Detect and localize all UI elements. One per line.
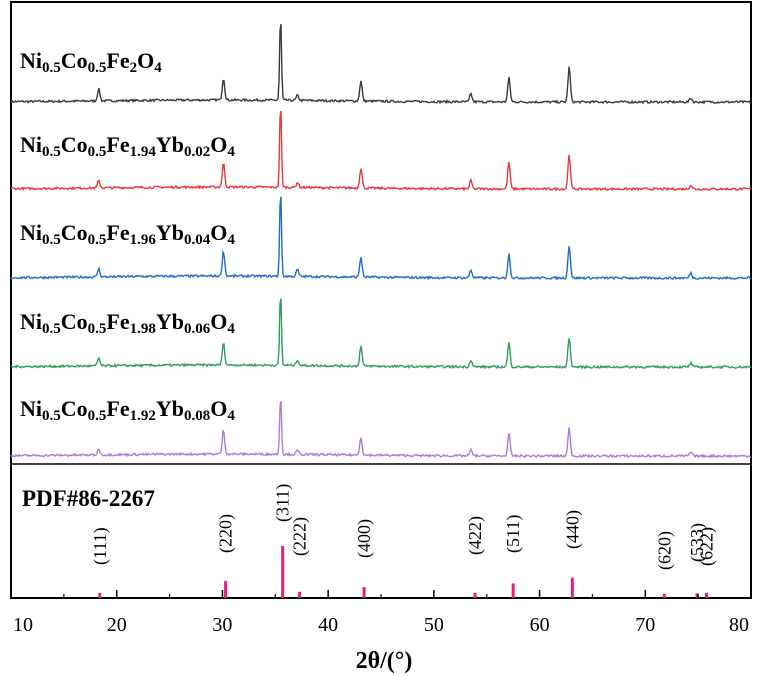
x-tick-label: 50 [424,614,444,636]
x-tick-label: 60 [530,614,550,636]
hkl-label-8: (440) [562,510,583,549]
series-label-4: Ni0.5Co0.5Fe1.98Yb0.06O4 [20,309,235,337]
reference-pattern: (111) (220) (311)(222) (400) (422) (511) (440)… [90,484,718,598]
hkl-label-1: (111) [90,527,111,565]
reference-label: PDF#86-2267 [22,486,155,511]
x-tick-label: 70 [635,614,655,636]
hkl-label-11: (622) [697,527,718,566]
x-tick-label: 30 [212,614,232,636]
series-label-1: Ni0.5Co0.5Fe2O4 [20,48,162,76]
x-tick-label: 80 [729,614,749,636]
series-label-2: Ni0.5Co0.5Fe1.94Yb0.02O4 [20,132,235,160]
series-labels: Ni0.5Co0.5Fe2O4 Ni0.5Co0.5Fe1.94Yb0.02O4 N… [20,48,235,424]
series-group [10,23,752,459]
hkl-label-5: (400) [354,519,375,558]
series-line-3 [10,196,752,281]
hkl-label-9: (620) [654,531,675,570]
series-line-4 [10,298,752,370]
hkl-label-7: (511) [503,515,524,553]
x-tick-label: 40 [318,614,338,636]
x-axis: 10 20 30 40 50 60 70 80 [10,590,752,636]
x-axis-label: 2θ/(°) [356,648,413,674]
hkl-label-4: (222) [290,517,311,556]
hkl-label-2: (220) [216,514,237,553]
hkl-label-3: (311) [273,484,294,522]
x-tick-label: 10 [13,614,33,636]
series-label-5: Ni0.5Co0.5Fe1.92Yb0.08O4 [20,396,235,424]
series-line-2 [10,110,752,192]
hkl-label-10: (533) [687,523,708,562]
series-label-3: Ni0.5Co0.5Fe1.96Yb0.04O4 [20,220,235,248]
hkl-label-6: (422) [465,516,486,555]
series-line-1 [10,23,752,105]
series-line-5 [10,401,752,459]
x-tick-label: 20 [107,614,127,636]
